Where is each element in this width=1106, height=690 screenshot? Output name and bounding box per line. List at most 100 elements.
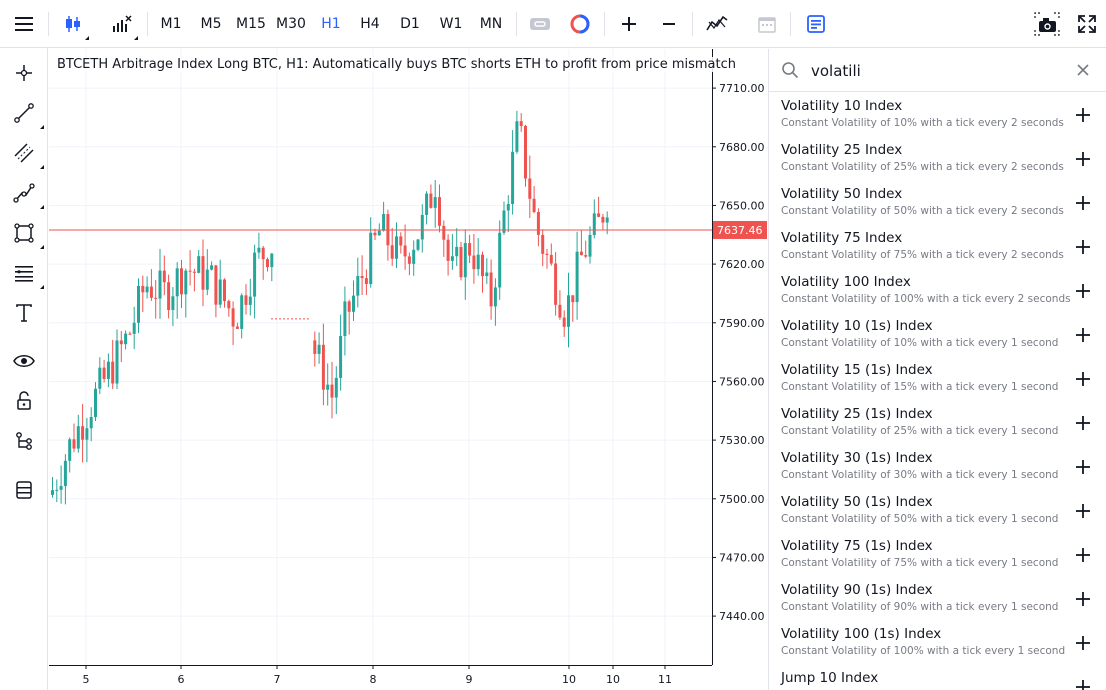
search-result-item[interactable]: Volatility 30 (1s) Index Constant Volatil… xyxy=(769,445,1106,489)
candle-body xyxy=(532,198,536,213)
candle-body xyxy=(502,210,506,233)
polyline-icon[interactable] xyxy=(8,177,44,209)
candle-body xyxy=(158,270,162,299)
candle-body xyxy=(597,213,601,217)
timeframe-m5[interactable]: M5 xyxy=(200,16,222,32)
search-result-item[interactable]: Volatility 10 (1s) Index Constant Volatil… xyxy=(769,313,1106,357)
menu-icon[interactable] xyxy=(8,6,40,42)
candle-body xyxy=(390,245,394,259)
candle-body xyxy=(352,295,355,312)
current-price-badge xyxy=(713,220,767,239)
candle-body xyxy=(244,295,248,305)
search-result-item[interactable]: Volatility 25 Index Constant Volatility o… xyxy=(769,137,1106,181)
search-result-item[interactable]: Volatility 100 Index Constant Volatility … xyxy=(769,269,1106,313)
price-chart[interactable]: 7710.00 7680.00 7650.00 7620.00 7590.00 7560.… xyxy=(49,49,767,690)
add-symbol-icon[interactable] xyxy=(1071,103,1095,127)
candle-body xyxy=(197,256,201,273)
candle-body xyxy=(175,268,179,297)
result-description: Constant Volatility of 75% with a tick e… xyxy=(781,557,1059,569)
add-symbol-icon[interactable] xyxy=(1071,675,1095,690)
candle-body xyxy=(446,239,450,261)
calendar-icon[interactable] xyxy=(751,6,783,42)
timeframe-m30[interactable]: M30 xyxy=(276,16,306,32)
clear-search-icon[interactable] xyxy=(1075,62,1091,82)
chart-canvas[interactable]: 7710.00 7680.00 7650.00 7620.00 7590.00 7560.… xyxy=(49,49,767,690)
candle-body xyxy=(472,255,476,270)
candle-body xyxy=(330,384,334,398)
symbol-search-input[interactable] xyxy=(811,58,1061,84)
search-result-item[interactable]: Volatility 75 Index Constant Volatility o… xyxy=(769,225,1106,269)
zoom-in-icon[interactable] xyxy=(613,6,645,42)
add-symbol-icon[interactable] xyxy=(1071,543,1095,567)
search-result-item[interactable]: Volatility 50 (1s) Index Constant Volatil… xyxy=(769,489,1106,533)
search-result-item[interactable]: Volatility 25 (1s) Index Constant Volatil… xyxy=(769,401,1106,445)
link-icon[interactable] xyxy=(524,6,556,42)
search-result-item[interactable]: Volatility 100 (1s) Index Constant Volati… xyxy=(769,621,1106,665)
candle-body xyxy=(485,272,489,277)
indicators-icon[interactable] xyxy=(106,6,138,42)
screenshot-camera-icon[interactable] xyxy=(1031,6,1063,42)
search-result-item[interactable]: Jump 10 Index xyxy=(769,665,1106,690)
timeframe-w1[interactable]: W1 xyxy=(439,16,463,32)
fullscreen-icon[interactable] xyxy=(1071,6,1103,42)
time-tick-label: 8 xyxy=(370,673,377,686)
result-symbol-name: Volatility 15 (1s) Index xyxy=(781,362,933,378)
add-symbol-icon[interactable] xyxy=(1071,631,1095,655)
candle-body xyxy=(128,333,132,335)
price-tick-label: 7680.00 xyxy=(719,141,765,154)
add-symbol-icon[interactable] xyxy=(1071,323,1095,347)
candle-body xyxy=(571,295,575,303)
search-result-item[interactable]: Volatility 90 (1s) Index Constant Volatil… xyxy=(769,577,1106,621)
add-symbol-icon[interactable] xyxy=(1071,191,1095,215)
lock-icon[interactable] xyxy=(8,385,40,417)
search-result-item[interactable]: Volatility 75 (1s) Index Constant Volatil… xyxy=(769,533,1106,577)
text-tool-icon[interactable] xyxy=(8,297,40,329)
add-symbol-icon[interactable] xyxy=(1071,147,1095,171)
timeframe-mn[interactable]: MN xyxy=(479,16,503,32)
timeframe-m15[interactable]: M15 xyxy=(236,16,266,32)
data-window-icon[interactable] xyxy=(8,474,40,506)
candle-body xyxy=(257,247,261,253)
drawing-trend-icon[interactable] xyxy=(701,6,733,42)
compare-icon[interactable] xyxy=(564,6,596,42)
add-symbol-icon[interactable] xyxy=(1071,411,1095,435)
add-symbol-icon[interactable] xyxy=(1071,235,1095,259)
fibonacci-icon[interactable] xyxy=(8,257,44,289)
candle-body xyxy=(558,304,562,318)
object-tree-icon[interactable] xyxy=(8,425,40,457)
add-symbol-icon[interactable] xyxy=(1071,367,1095,391)
add-symbol-icon[interactable] xyxy=(1071,587,1095,611)
candlestick-chart-icon[interactable] xyxy=(57,6,89,42)
eye-icon[interactable] xyxy=(8,345,40,377)
add-symbol-icon[interactable] xyxy=(1071,279,1095,303)
result-description: Constant Volatility of 100% with a tick … xyxy=(781,645,1066,657)
search-result-item[interactable]: Volatility 15 (1s) Index Constant Volatil… xyxy=(769,357,1106,401)
time-tick-label: 10 xyxy=(562,673,576,686)
result-description: Constant Volatility of 50% with a tick e… xyxy=(781,513,1059,525)
result-description: Constant Volatility of 15% with a tick e… xyxy=(781,381,1059,393)
timeframe-m1[interactable]: M1 xyxy=(160,16,182,32)
symbol-list-icon[interactable] xyxy=(800,6,832,42)
dropdown-corner-icon xyxy=(85,36,89,40)
timeframe-h1[interactable]: H1 xyxy=(321,16,341,32)
result-symbol-name: Volatility 10 (1s) Index xyxy=(781,318,933,334)
candle-body xyxy=(438,197,441,226)
candle-body xyxy=(347,301,351,312)
candle-body xyxy=(321,344,325,390)
add-symbol-icon[interactable] xyxy=(1071,455,1095,479)
timeframe-h4[interactable]: H4 xyxy=(360,16,380,32)
search-result-item[interactable]: Volatility 10 Index Constant Volatility o… xyxy=(769,93,1106,137)
rectangle-icon[interactable] xyxy=(8,217,44,249)
candle-body xyxy=(541,234,545,254)
search-result-item[interactable]: Volatility 50 Index Constant Volatility o… xyxy=(769,181,1106,225)
candle-body xyxy=(94,388,97,418)
parallel-channel-icon[interactable] xyxy=(8,137,44,169)
crosshair-icon[interactable] xyxy=(8,57,40,89)
add-symbol-icon[interactable] xyxy=(1071,499,1095,523)
timeframe-d1[interactable]: D1 xyxy=(400,16,420,32)
candle-body xyxy=(549,254,553,264)
trend-line-icon[interactable] xyxy=(8,97,44,129)
candle-body xyxy=(489,272,493,307)
zoom-out-icon[interactable] xyxy=(653,6,685,42)
candle-body xyxy=(205,269,209,290)
